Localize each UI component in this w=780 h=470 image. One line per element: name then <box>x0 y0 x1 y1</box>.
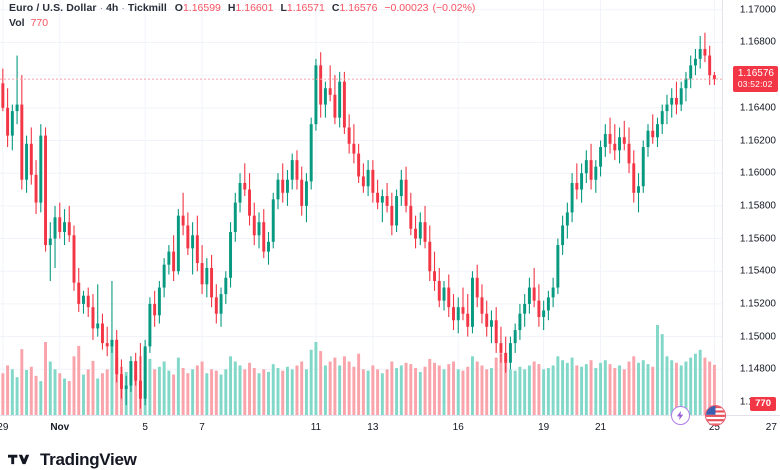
close-label: C <box>331 2 340 14</box>
price-change: −0.00023 <box>384 2 429 14</box>
price-tick-label: 1.16800 <box>739 36 776 48</box>
price-tick-label: 1.16400 <box>739 102 776 114</box>
price-tick-label: 1.15000 <box>739 331 776 343</box>
price-tick-label: 1.15200 <box>739 298 776 310</box>
time-tick-label: 11 <box>310 422 322 433</box>
candlestick-series <box>1 32 716 409</box>
time-tick-label: Nov <box>50 422 70 433</box>
current-price-badge[interactable]: 1.16576 03:52:02 <box>732 66 778 93</box>
open-value: 1.16599 <box>182 2 221 14</box>
time-tick-label: 7 <box>199 422 205 433</box>
ohlc-values: O1.16599 H1.16601 L1.16571 C1.16576 −0.00023… <box>175 2 476 16</box>
legend-symbol-row[interactable]: Euro / U.S. Dollar · 4h · Tickmill O1.16… <box>9 2 475 16</box>
price-scale[interactable]: 1.170001.168001.166001.164001.162001.160… <box>722 0 780 415</box>
volume-histogram <box>1 325 716 415</box>
price-tick-label: 1.16200 <box>739 135 776 146</box>
tradingview-wordmark: TradingView <box>40 450 137 469</box>
tradingview-mark-icon <box>8 454 30 464</box>
legend-volume-row[interactable]: Vol 770 <box>9 17 475 31</box>
open-label: O <box>174 2 183 14</box>
legend-separator-2: · <box>121 2 125 14</box>
timeframe-label[interactable]: 4h <box>106 2 119 14</box>
symbol-name[interactable]: Euro / U.S. Dollar <box>9 2 97 14</box>
us-flag-icon[interactable] <box>705 405 726 426</box>
time-tick-label: 29 <box>0 422 9 433</box>
price-change-percent: (−0.02%) <box>432 2 476 14</box>
price-tick-label: 1.16000 <box>739 167 776 179</box>
price-tick-label: 1.15800 <box>739 200 776 212</box>
time-tick-label: 19 <box>538 422 550 433</box>
low-label: L <box>280 2 287 14</box>
time-tick-label: 27 <box>765 422 777 433</box>
time-tick-label: 21 <box>594 422 607 433</box>
lightning-bolt-icon[interactable] <box>671 406 690 425</box>
time-tick-label: 5 <box>142 422 148 433</box>
price-tick-label: 1.15400 <box>739 265 776 277</box>
bar-countdown-timer: 03:52:02 <box>737 79 773 90</box>
price-tick-label: 1.15600 <box>739 233 776 245</box>
chart-footer: TradingView <box>0 440 780 470</box>
high-label: H <box>227 2 236 14</box>
legend-separator-1: · <box>99 2 104 14</box>
low-value: 1.16571 <box>286 2 325 14</box>
time-tick-label: 13 <box>367 422 379 433</box>
chart-legend: Euro / U.S. Dollar · 4h · Tickmill O1.16… <box>9 2 475 30</box>
current-price-line <box>0 78 722 80</box>
close-value: 1.16576 <box>339 2 378 14</box>
exchange-label[interactable]: Tickmill <box>127 2 167 14</box>
time-tick-label: 16 <box>452 422 464 433</box>
high-value: 1.16601 <box>235 2 274 14</box>
time-tick-label: 25 <box>708 422 720 433</box>
time-scale[interactable]: 29Nov5711131619212527Dec35 <box>0 415 780 440</box>
chart-plot-area[interactable] <box>0 0 722 415</box>
current-price-value: 1.16576 <box>737 68 774 80</box>
volume-badge[interactable]: 770 <box>750 397 776 411</box>
tradingview-logo[interactable]: TradingView <box>8 450 137 470</box>
price-tick-label: 1.14800 <box>739 363 776 375</box>
volume-label: Vol <box>9 16 25 29</box>
volume-value: 770 <box>30 16 49 29</box>
price-tick-label: 1.17000 <box>739 4 776 16</box>
